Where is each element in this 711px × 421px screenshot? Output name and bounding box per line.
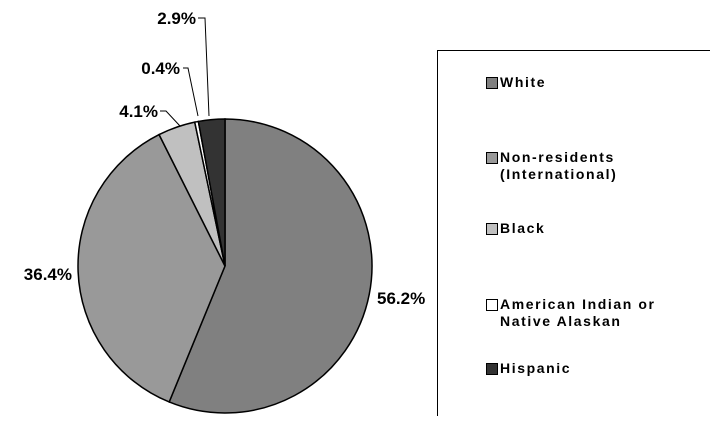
legend: White Non-residents (International) Black A… [437, 50, 710, 416]
legend-swatch [486, 77, 498, 89]
leader-line-american-indian-or-native-alaskan [183, 67, 199, 117]
leader-line-black [160, 110, 181, 127]
legend-swatch [486, 223, 498, 235]
pie-slice-white [168, 118, 373, 414]
data-label-black: 4.1% [119, 102, 158, 121]
legend-swatch [486, 299, 498, 311]
data-label-hispanic: 2.9% [157, 9, 196, 28]
legend-item-non-residents-international: Non-residents (International) [486, 149, 617, 183]
legend-item-white: White [486, 74, 546, 91]
legend-swatch [486, 363, 498, 375]
pie-slice-non-residents-international [77, 133, 226, 403]
legend-label: Hispanic [500, 360, 572, 376]
legend-item-american-indian-or-native-alaskan: American Indian or Native Alaskan [486, 296, 656, 330]
legend-swatch [486, 152, 498, 164]
legend-label: Black [500, 220, 546, 236]
leader-line-hispanic [198, 17, 210, 117]
legend-label: American Indian or Native Alaskan [500, 296, 656, 329]
data-label-non-residents-international: 36.4% [24, 265, 72, 284]
data-labels: 56.2% 36.4% 4.1% 0.4% 2.9% [24, 9, 425, 308]
pie-slices [77, 118, 373, 414]
legend-item-hispanic: Hispanic [486, 360, 571, 377]
legend-label: White [500, 74, 547, 90]
leader-lines [160, 17, 210, 127]
pie-slice-hispanic [197, 118, 226, 267]
legend-item-black: Black [486, 220, 545, 237]
legend-label: Non-residents (International) [500, 149, 618, 182]
data-label-white: 56.2% [377, 289, 425, 308]
data-label-american-indian-or-native-alaskan: 0.4% [141, 59, 180, 78]
